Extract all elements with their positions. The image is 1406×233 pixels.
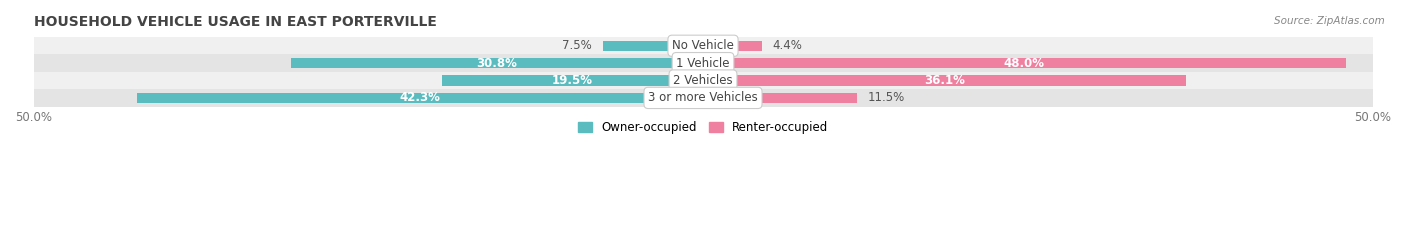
Text: 48.0%: 48.0%	[1004, 57, 1045, 70]
Text: 2 Vehicles: 2 Vehicles	[673, 74, 733, 87]
Bar	[703, 93, 858, 103]
Text: 3 or more Vehicles: 3 or more Vehicles	[648, 91, 758, 104]
Text: 42.3%: 42.3%	[399, 91, 440, 104]
Text: 36.1%: 36.1%	[924, 74, 965, 87]
Bar	[136, 93, 703, 103]
Text: Source: ZipAtlas.com: Source: ZipAtlas.com	[1274, 16, 1385, 26]
Bar	[34, 37, 1372, 55]
Text: 30.8%: 30.8%	[477, 57, 517, 70]
Text: No Vehicle: No Vehicle	[672, 39, 734, 52]
Text: 7.5%: 7.5%	[562, 39, 592, 52]
Text: 19.5%: 19.5%	[553, 74, 593, 87]
Bar	[34, 55, 1372, 72]
Text: 4.4%: 4.4%	[773, 39, 803, 52]
Text: 1 Vehicle: 1 Vehicle	[676, 57, 730, 70]
Bar	[703, 75, 1187, 86]
Bar	[703, 58, 1346, 68]
Bar	[34, 89, 1372, 106]
Bar	[34, 72, 1372, 89]
Bar	[291, 58, 703, 68]
Bar	[441, 75, 703, 86]
Bar	[703, 41, 762, 51]
Text: HOUSEHOLD VEHICLE USAGE IN EAST PORTERVILLE: HOUSEHOLD VEHICLE USAGE IN EAST PORTERVI…	[34, 15, 436, 29]
Legend: Owner-occupied, Renter-occupied: Owner-occupied, Renter-occupied	[572, 116, 834, 139]
Bar	[603, 41, 703, 51]
Text: 11.5%: 11.5%	[868, 91, 905, 104]
